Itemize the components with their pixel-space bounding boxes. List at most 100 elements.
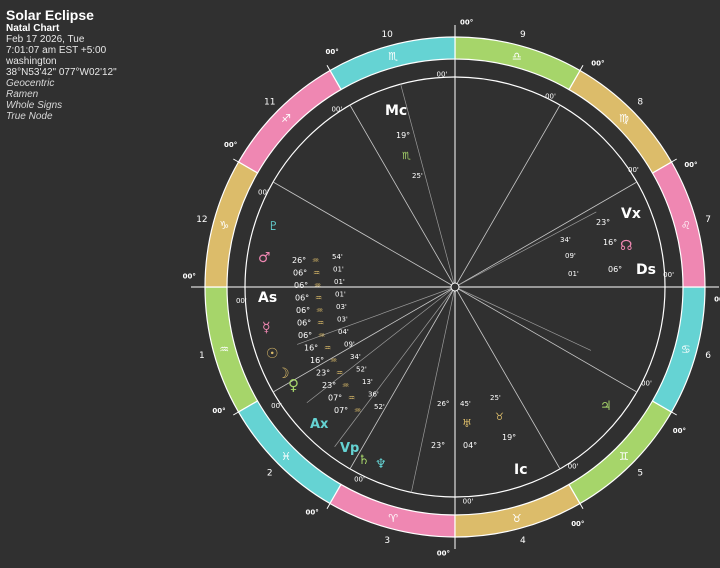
sign-segment-scorpio [329, 36, 456, 91]
planet-minute: 01' [334, 278, 345, 286]
cusp-tick [671, 158, 677, 163]
right-deg-1: 23° [596, 218, 610, 227]
planet-minute: 09' [344, 341, 355, 349]
planet-degree: 16° [310, 356, 324, 365]
sign-glyph-gemini: ♊ [619, 450, 629, 463]
sign-glyph-pisces: ♓ [281, 450, 291, 463]
planet-degree: 23° [316, 369, 330, 378]
lower-min-1: 45' [460, 400, 471, 408]
cusp-minute-label: 00' [271, 402, 282, 410]
cusp-minute-label: 00' [258, 189, 269, 197]
planet-minute: 04' [338, 328, 349, 336]
cusp-tick [326, 65, 331, 71]
house-number-5: 5 [637, 468, 643, 478]
cusp-minute-label: 00' [641, 379, 652, 387]
cusp-degree-label: 00° [571, 520, 584, 528]
cusp-degree-label: 00° [224, 141, 237, 149]
planet-minute: 01' [335, 291, 346, 299]
ds-label: Ds [636, 262, 656, 278]
planet-minute: 03' [337, 316, 348, 324]
cusp-degree-label: 00° [684, 161, 697, 169]
planet-sign: ♒ [336, 369, 343, 378]
cusp-minute-label: 00' [628, 166, 639, 174]
planet-minute: 36' [368, 391, 379, 399]
planet-degree: 06° [297, 319, 311, 328]
sign-glyph-cancer: ♋ [681, 343, 691, 356]
house-cusp-line [349, 104, 456, 288]
cusp-minute-label: 00' [568, 462, 579, 470]
planet-sign: ♒ [324, 344, 331, 353]
house-cusp-line [454, 286, 638, 393]
aspect-line [454, 211, 597, 288]
option-node: True Node [6, 111, 53, 122]
venus-glyph: ♀ [288, 376, 299, 394]
north-node-glyph: ☊ [620, 238, 632, 254]
planet-sign: ♒ [316, 306, 323, 315]
planet-minute: 52' [374, 403, 385, 411]
planet-degree: 06° [294, 281, 308, 290]
sign-glyph-aquarius: ♒ [219, 343, 229, 356]
cusp-tick [579, 65, 584, 71]
house-number-10: 10 [381, 30, 393, 40]
planet-minute: 54' [332, 253, 343, 261]
planet-sign: ♒ [318, 331, 325, 340]
sign-glyph-sagittarius: ♐ [281, 112, 291, 125]
ax-label: Ax [310, 417, 329, 432]
planet-sign: ♒ [312, 256, 319, 265]
house-number-12: 12 [196, 215, 207, 225]
chart-center [450, 282, 460, 292]
cusp-tick [233, 411, 239, 416]
right-deg-3: 06° [608, 265, 622, 274]
house-number-6: 6 [705, 351, 711, 361]
house-cusp-line [349, 286, 456, 470]
cusp-minute-label: 00' [331, 106, 342, 114]
planet-sign: ♒ [315, 294, 322, 303]
sign-segment-aquarius [204, 286, 259, 413]
house-number-2: 2 [267, 468, 273, 478]
vp-label: Vp [340, 441, 359, 456]
ic-label: Ic [514, 462, 528, 478]
chart-place: washington [6, 56, 57, 67]
cusp-minute-label: 00' [354, 476, 365, 484]
house-number-1: 1 [199, 351, 205, 361]
right-min-1: 34' [560, 236, 571, 244]
aspect-line [454, 286, 592, 351]
cusp-degree-label: 00° [714, 296, 720, 304]
chart-info-panel: Solar Eclipse Natal Chart Feb 17 2026, T… [6, 7, 166, 122]
as-label: As [258, 290, 277, 306]
sign-segment-cancer [651, 286, 706, 413]
wheel-labels: 1 00° 00' 2 00° 00' 3 00° 00' 4 00° 00' 5 00° 00' 6 00° 0… [183, 18, 720, 557]
cusp-minute-label: 00' [236, 297, 247, 305]
planet-sign: ♒ [330, 356, 337, 365]
house-cusp-line [454, 104, 561, 288]
pluto-glyph: ♇ [268, 219, 279, 233]
jupiter-glyph: ♃ [600, 399, 612, 414]
cusp-minute-label: 00' [463, 498, 474, 506]
option-ayanamsa: Ramen [6, 89, 39, 100]
mc-degree: 19° [396, 131, 410, 140]
right-deg-2: 16° [603, 238, 617, 247]
cusp-degree-label: 00° [460, 18, 473, 26]
chart-title: Solar Eclipse [6, 7, 94, 23]
planet-sign: ♒ [348, 394, 355, 403]
moon-glyph: ☽ [277, 366, 290, 382]
right-min-2: 09' [565, 252, 576, 260]
chart-coords: 38°N53'42" 077°W02'12" [6, 67, 117, 78]
chart-date: Feb 17 2026, Tue [6, 34, 85, 45]
lower-deg-2: 23° [431, 441, 445, 450]
house-cusp-line [272, 286, 456, 393]
house-number-3: 3 [384, 536, 390, 546]
ic-minute: 25' [490, 394, 501, 402]
planet-degree: 06° [298, 331, 312, 340]
sign-segment-leo [651, 161, 706, 288]
cusp-degree-label: 00° [591, 60, 604, 68]
chart-time: 7:01:07 am EST +5:00 [6, 45, 107, 56]
house-cusp-lines [191, 25, 719, 549]
right-min-3: 01' [568, 270, 579, 278]
house-number-11: 11 [264, 98, 275, 108]
lower-deg-3: 04° [463, 441, 477, 450]
sign-glyph-virgo: ♍ [619, 112, 629, 125]
planet-minute: 52' [356, 366, 367, 374]
planet-minute: 13' [362, 378, 373, 386]
cusp-minute-label: 00' [545, 92, 556, 100]
